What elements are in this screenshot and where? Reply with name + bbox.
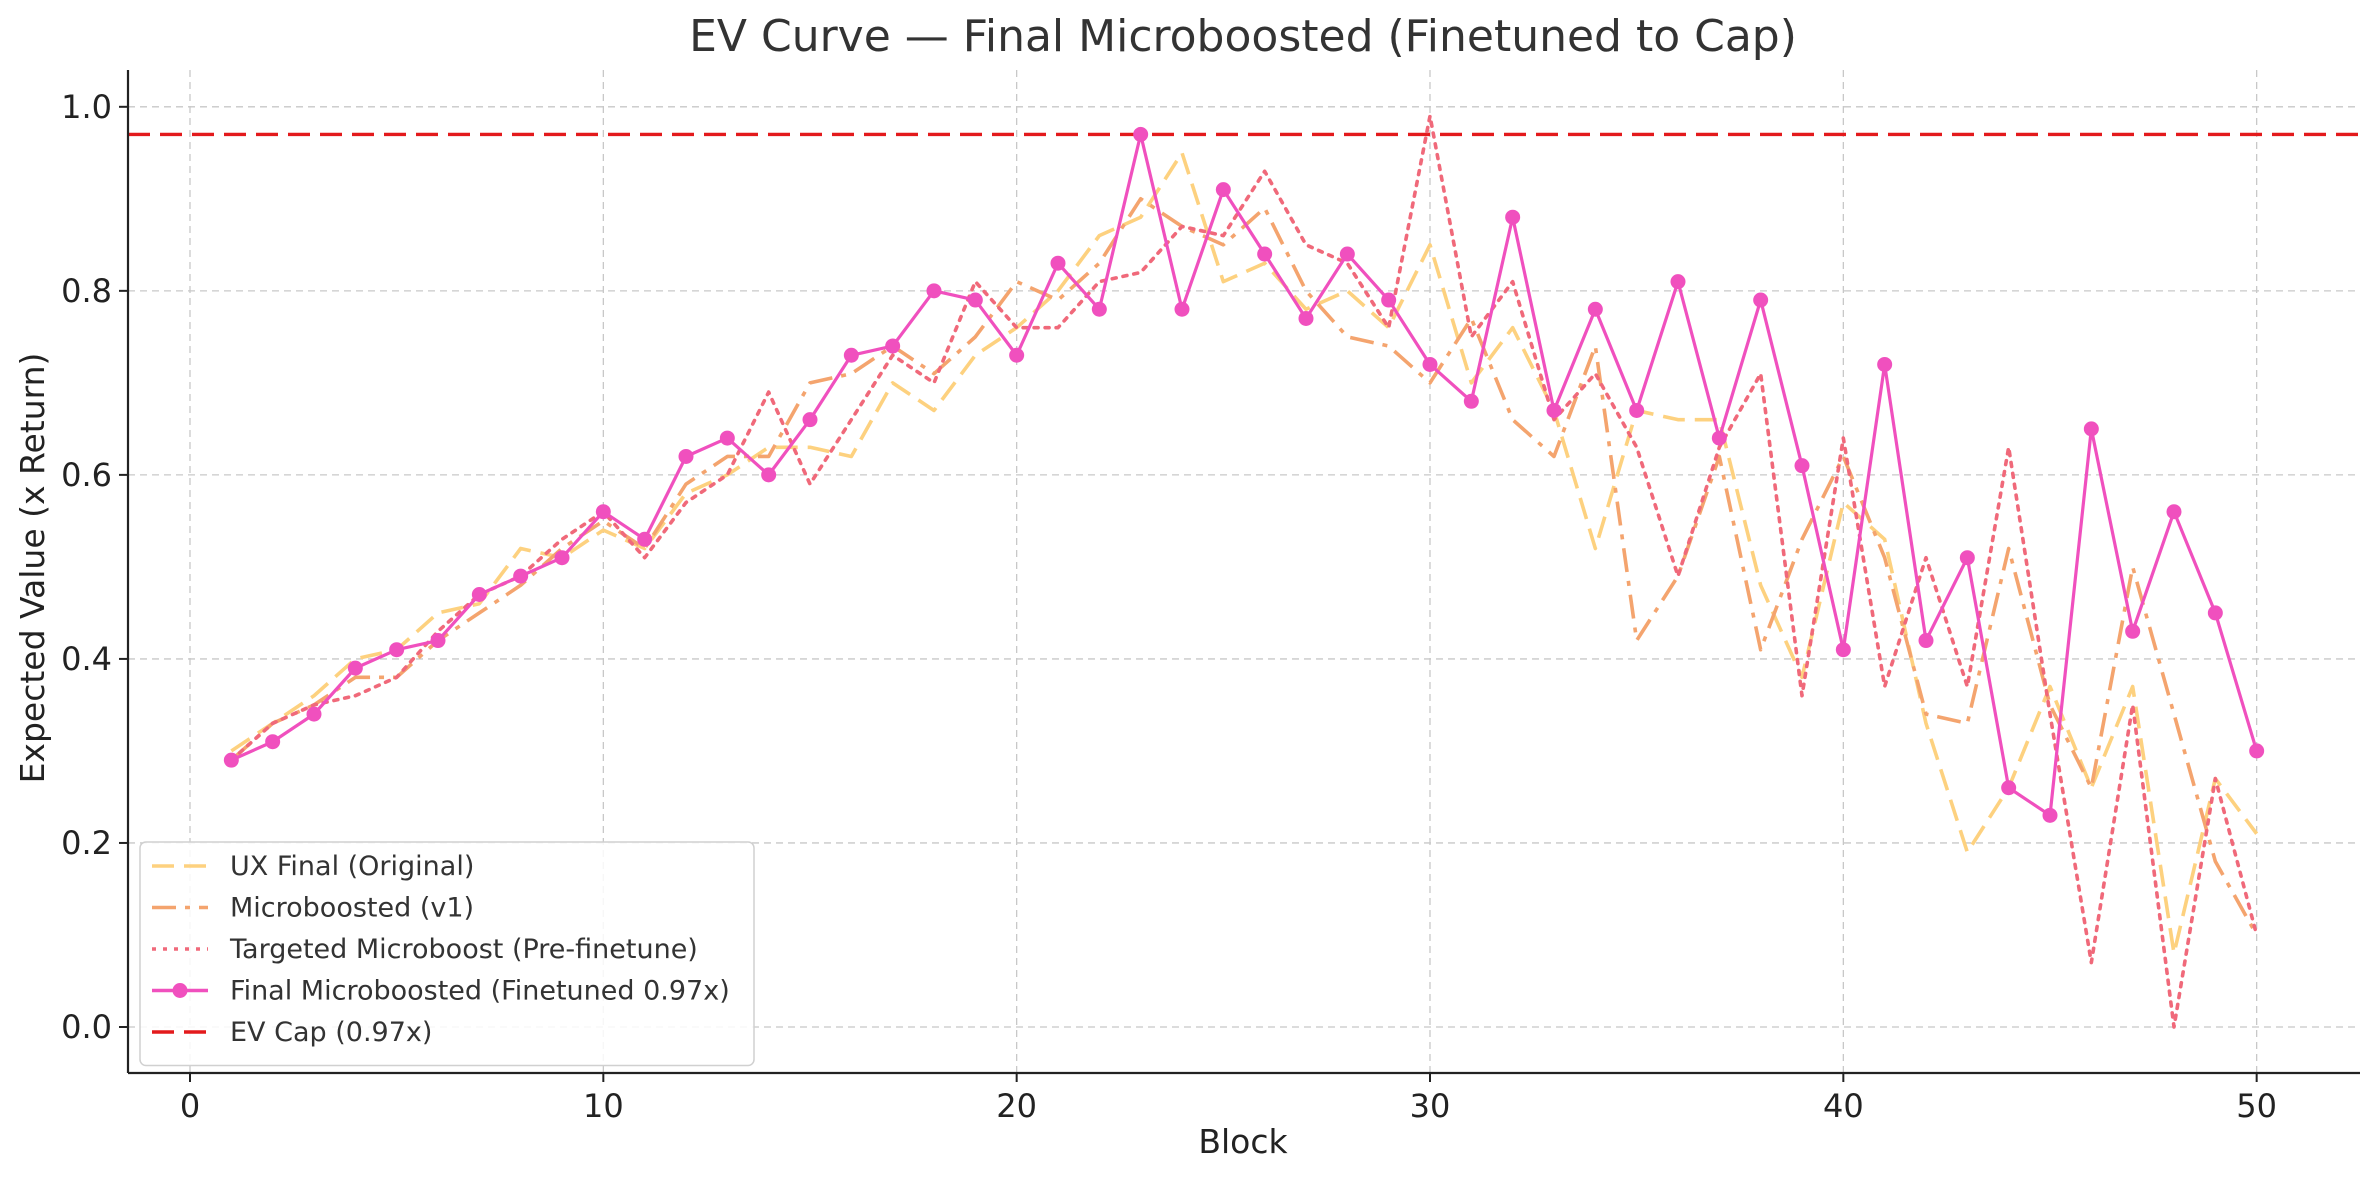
data-point <box>2249 743 2265 759</box>
data-point <box>967 292 983 308</box>
data-point <box>1587 301 1603 317</box>
data-point <box>926 283 942 299</box>
legend-marker <box>172 983 188 998</box>
x-tick-label: 50 <box>2236 1087 2277 1125</box>
ticks: 0 10 20 30 40 50 0.0 0.2 0.4 0.6 0.8 1.0 <box>61 88 2277 1125</box>
legend-entry: Final Microboosted (Finetuned 0.97x) <box>152 976 730 1007</box>
data-point <box>1257 246 1273 262</box>
data-point <box>1339 246 1355 262</box>
data-point <box>554 550 570 566</box>
data-point <box>2125 623 2141 639</box>
legend: UX Final (Original) Microboosted (v1) Targ… <box>139 841 755 1067</box>
data-point <box>347 660 363 676</box>
series-line <box>229 114 2259 1029</box>
y-axis-label: Expected Value (x Return) <box>13 353 52 784</box>
legend-label: Final Microboosted (Finetuned 0.97x) <box>230 976 730 1007</box>
data-point <box>265 734 281 750</box>
y-tick-label: 0.2 <box>61 824 112 862</box>
legend-entry: UX Final (Original) <box>152 851 474 882</box>
chart-title: EV Curve — Final Microboosted (Finetuned… <box>689 11 1797 62</box>
legend-label: UX Final (Original) <box>230 851 474 882</box>
data-point <box>513 568 529 584</box>
data-point <box>1422 356 1438 372</box>
y-tick-label: 0.8 <box>61 272 112 310</box>
data-point <box>1670 274 1686 290</box>
data-point <box>1629 402 1645 418</box>
series-3 <box>229 114 2259 1029</box>
data-point <box>595 504 611 520</box>
data-point <box>1215 182 1231 198</box>
legend-label: Microboosted (v1) <box>230 893 474 924</box>
data-point <box>471 587 487 603</box>
y-tick-label: 0.4 <box>61 640 112 678</box>
data-point <box>306 706 322 722</box>
data-point <box>1794 458 1810 474</box>
data-point <box>1753 292 1769 308</box>
series-line <box>230 132 2259 817</box>
data-point <box>1546 402 1562 418</box>
data-point <box>885 338 901 354</box>
legend-box <box>139 841 755 1067</box>
data-point <box>430 633 446 649</box>
y-tick-label: 0.6 <box>61 456 112 494</box>
series-group <box>223 114 2265 1029</box>
y-tick-label: 0.0 <box>61 1008 112 1046</box>
legend-entry: EV Cap (0.97x) <box>152 1017 432 1048</box>
data-point <box>2166 504 2182 520</box>
legend-entry: Targeted Microboost (Pre-finetune) <box>152 934 698 965</box>
legend-label: EV Cap (0.97x) <box>230 1017 432 1048</box>
axes <box>126 70 2360 1075</box>
data-point <box>2207 605 2223 621</box>
data-point <box>223 752 239 768</box>
data-point <box>637 531 653 547</box>
y-tick-label: 1.0 <box>61 88 112 126</box>
data-point <box>1959 550 1975 566</box>
legend-label: Targeted Microboost (Pre-finetune) <box>229 934 698 965</box>
data-point <box>1091 301 1107 317</box>
series-2 <box>230 197 2259 936</box>
data-point <box>1009 347 1025 363</box>
data-point <box>719 430 735 446</box>
x-tick-label: 0 <box>180 1087 200 1125</box>
data-point <box>843 347 859 363</box>
data-point <box>1877 356 1893 372</box>
data-point <box>1835 642 1851 658</box>
data-point <box>1505 209 1521 225</box>
x-axis-label: Block <box>1198 1122 1288 1161</box>
data-point <box>761 467 777 483</box>
data-point <box>1174 301 1190 317</box>
data-point <box>2001 780 2017 796</box>
data-point <box>1133 126 1149 142</box>
data-point <box>2083 421 2099 437</box>
data-point <box>1711 430 1727 446</box>
data-point <box>678 448 694 464</box>
data-point <box>389 642 405 658</box>
x-tick-label: 30 <box>1410 1087 1451 1125</box>
data-point <box>2042 807 2058 823</box>
data-point <box>1463 393 1479 409</box>
series-4 <box>223 126 2265 823</box>
series-line <box>230 197 2259 936</box>
x-tick-label: 20 <box>996 1087 1037 1125</box>
data-point <box>802 412 818 428</box>
data-point <box>1381 292 1397 308</box>
data-point <box>1298 310 1314 326</box>
x-tick-label: 40 <box>1823 1087 1864 1125</box>
data-point <box>1050 255 1066 271</box>
data-point <box>1918 633 1934 649</box>
legend-entry: Microboosted (v1) <box>152 893 474 924</box>
x-tick-label: 10 <box>583 1087 624 1125</box>
